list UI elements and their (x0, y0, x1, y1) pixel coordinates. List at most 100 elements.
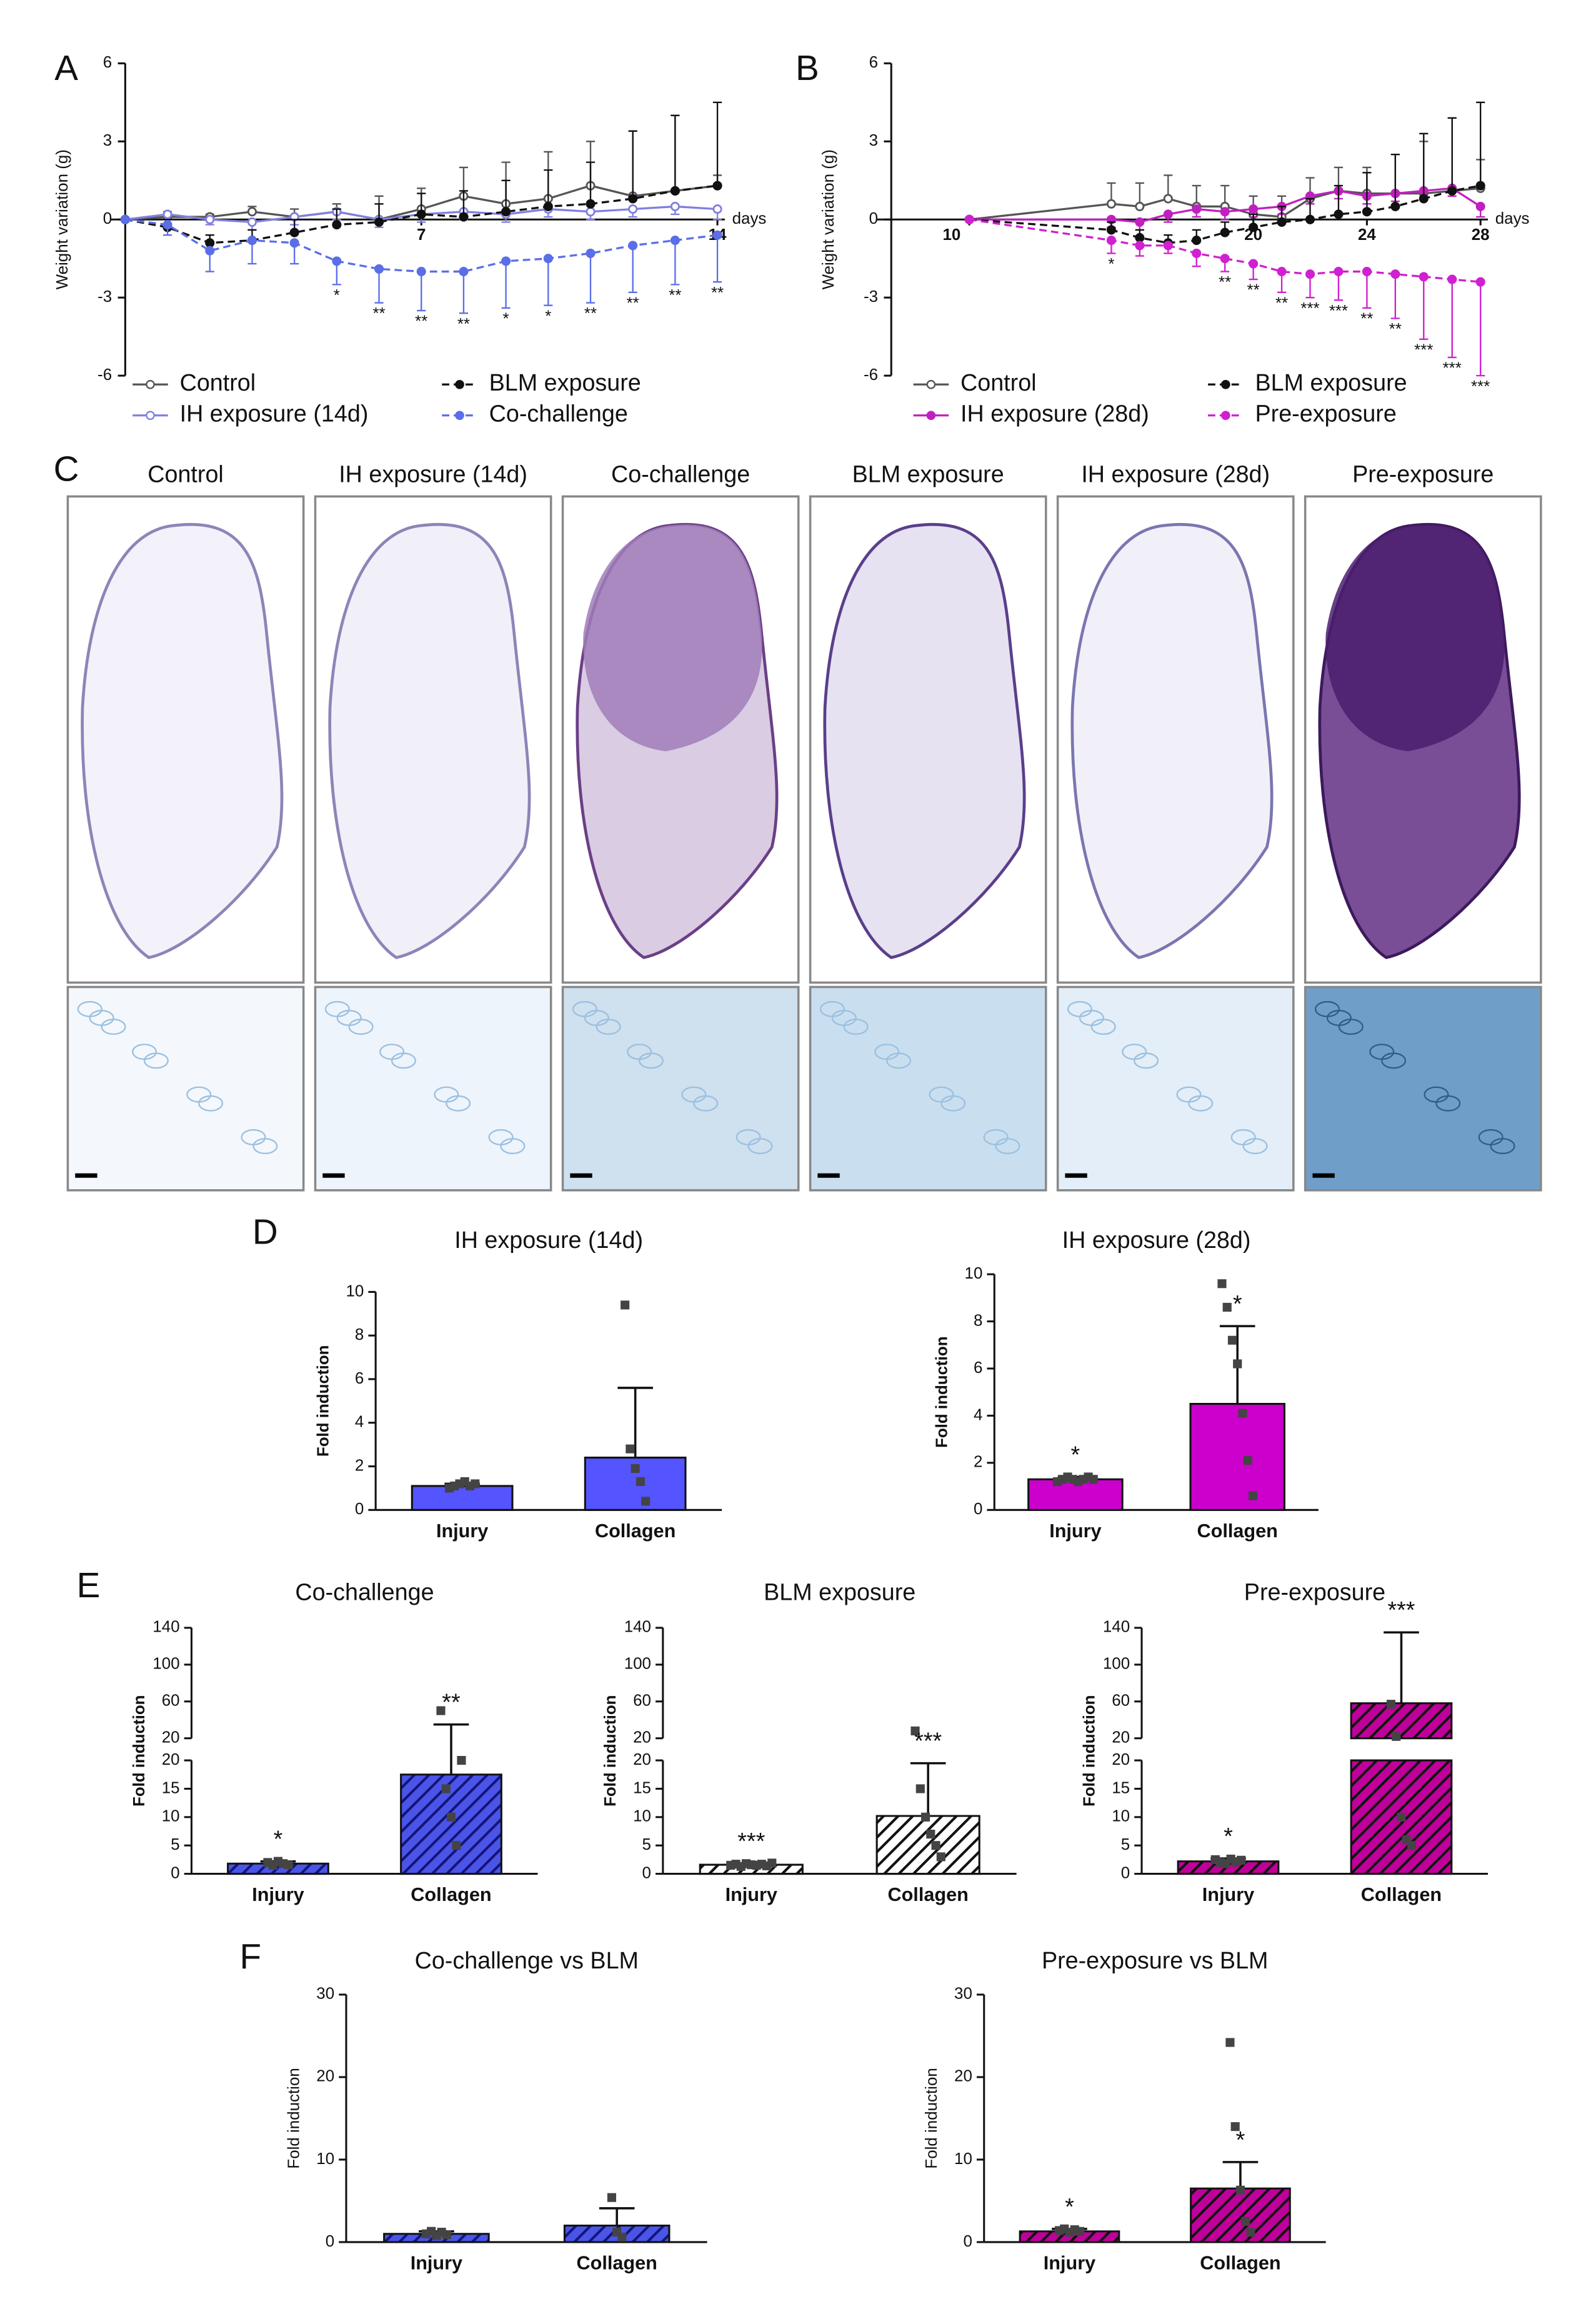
significance: * (1236, 2127, 1245, 2153)
error-bar (617, 1387, 653, 1458)
data-point (284, 1860, 293, 1870)
alveolus (693, 1095, 719, 1112)
bar (699, 1863, 804, 1875)
legend-marker (146, 411, 155, 421)
data-point (1386, 1700, 1396, 1709)
y-axis-label: Weight variation (g) (54, 149, 71, 289)
micro-frame (561, 985, 800, 1192)
y-axis-label: Fold induction (131, 1695, 148, 1807)
error-bar (1419, 276, 1429, 341)
point (712, 204, 722, 214)
panel-label: E (77, 1565, 101, 1605)
bar (1189, 1403, 1285, 1511)
y-tick-label: 10 (1112, 1808, 1130, 1825)
error-bar (1334, 271, 1344, 301)
y-tick-label: 20 (1112, 1751, 1130, 1768)
y-tick-label: 20 (954, 2068, 972, 2085)
error-bar (1447, 279, 1457, 359)
legend-marker (1221, 411, 1230, 421)
y-tick-label: -3 (97, 288, 112, 306)
bar (227, 1862, 329, 1875)
y-tick-label: 0 (1121, 1864, 1130, 1882)
point (1192, 248, 1202, 258)
fibrotic-region (583, 524, 762, 752)
error-bar (544, 169, 553, 207)
point (459, 266, 469, 277)
point (501, 207, 511, 217)
legend-marker (926, 411, 936, 421)
error-bar (501, 179, 511, 212)
significance: ** (457, 316, 470, 333)
category-label: Injury (252, 1884, 304, 1905)
micro-frame (314, 985, 552, 1192)
point (1220, 254, 1230, 264)
data-point (452, 1841, 461, 1850)
data-point (617, 2232, 627, 2242)
significance: ** (669, 287, 681, 304)
data-point (1233, 1359, 1242, 1369)
y-tick-label: 0 (869, 210, 878, 227)
point (332, 256, 342, 266)
x-axis-label: days (732, 210, 767, 227)
point (501, 256, 511, 266)
legend-label: Pre-exposure (1255, 401, 1397, 427)
data-point (1241, 2217, 1250, 2226)
point (1220, 227, 1230, 237)
data-point (631, 1464, 640, 1474)
point (416, 209, 426, 219)
data-point (920, 1812, 930, 1822)
alveolus (348, 1019, 374, 1035)
category-label: Collagen (577, 2252, 657, 2273)
error-bar (586, 161, 596, 204)
y-axis-label: Fold induction (285, 2068, 302, 2168)
bar (1190, 2187, 1291, 2243)
significance: ** (1247, 282, 1260, 299)
y-tick-label: 20 (633, 1729, 651, 1747)
y-tick-label: -3 (864, 288, 878, 306)
significance: *** (1414, 342, 1433, 359)
error-bar (671, 114, 680, 191)
data-point (1227, 1335, 1237, 1345)
legend-marker (455, 379, 464, 389)
point (1305, 269, 1315, 279)
point (247, 207, 257, 217)
y-tick-label: 10 (346, 1282, 364, 1300)
point (416, 266, 426, 277)
y-tick-label: 8 (355, 1326, 364, 1344)
point (712, 230, 722, 240)
category-label: Injury (411, 2252, 462, 2273)
error-bar (417, 271, 426, 312)
point (1249, 222, 1259, 232)
y-tick-label: 60 (1112, 1692, 1130, 1710)
x-axis-label: days (1495, 210, 1530, 227)
y-tick-label: -6 (97, 366, 112, 384)
error-bar (586, 253, 596, 304)
y-tick-label: 0 (103, 210, 112, 227)
alveolus (1381, 1052, 1407, 1069)
category-label: Collagen (595, 1520, 676, 1542)
alveolus (885, 1052, 912, 1069)
series-line (969, 184, 1481, 244)
significance: ** (627, 295, 639, 312)
data-point (621, 1300, 630, 1310)
data-point (636, 1477, 645, 1487)
y-axis-label: Fold induction (923, 2068, 940, 2168)
y-tick-label: 0 (642, 1864, 651, 1882)
point (1135, 232, 1145, 242)
point (1135, 201, 1145, 211)
y-tick-label: 6 (869, 54, 878, 71)
data-point (926, 1829, 935, 1839)
point (1106, 225, 1116, 235)
category-label: Collagen (1200, 2252, 1280, 2273)
error-bar (910, 1762, 946, 1817)
y-tick-label: 10 (316, 2150, 334, 2168)
legend-marker (926, 379, 936, 389)
bar (584, 1457, 687, 1511)
column-title: Pre-exposure (1352, 461, 1494, 487)
panel-label: D (252, 1212, 278, 1251)
point (1135, 241, 1145, 251)
y-tick-label: 0 (974, 1500, 982, 1518)
y-tick-label: 5 (1121, 1836, 1130, 1853)
error-bar (599, 2207, 635, 2226)
panel-label: A (54, 48, 78, 87)
